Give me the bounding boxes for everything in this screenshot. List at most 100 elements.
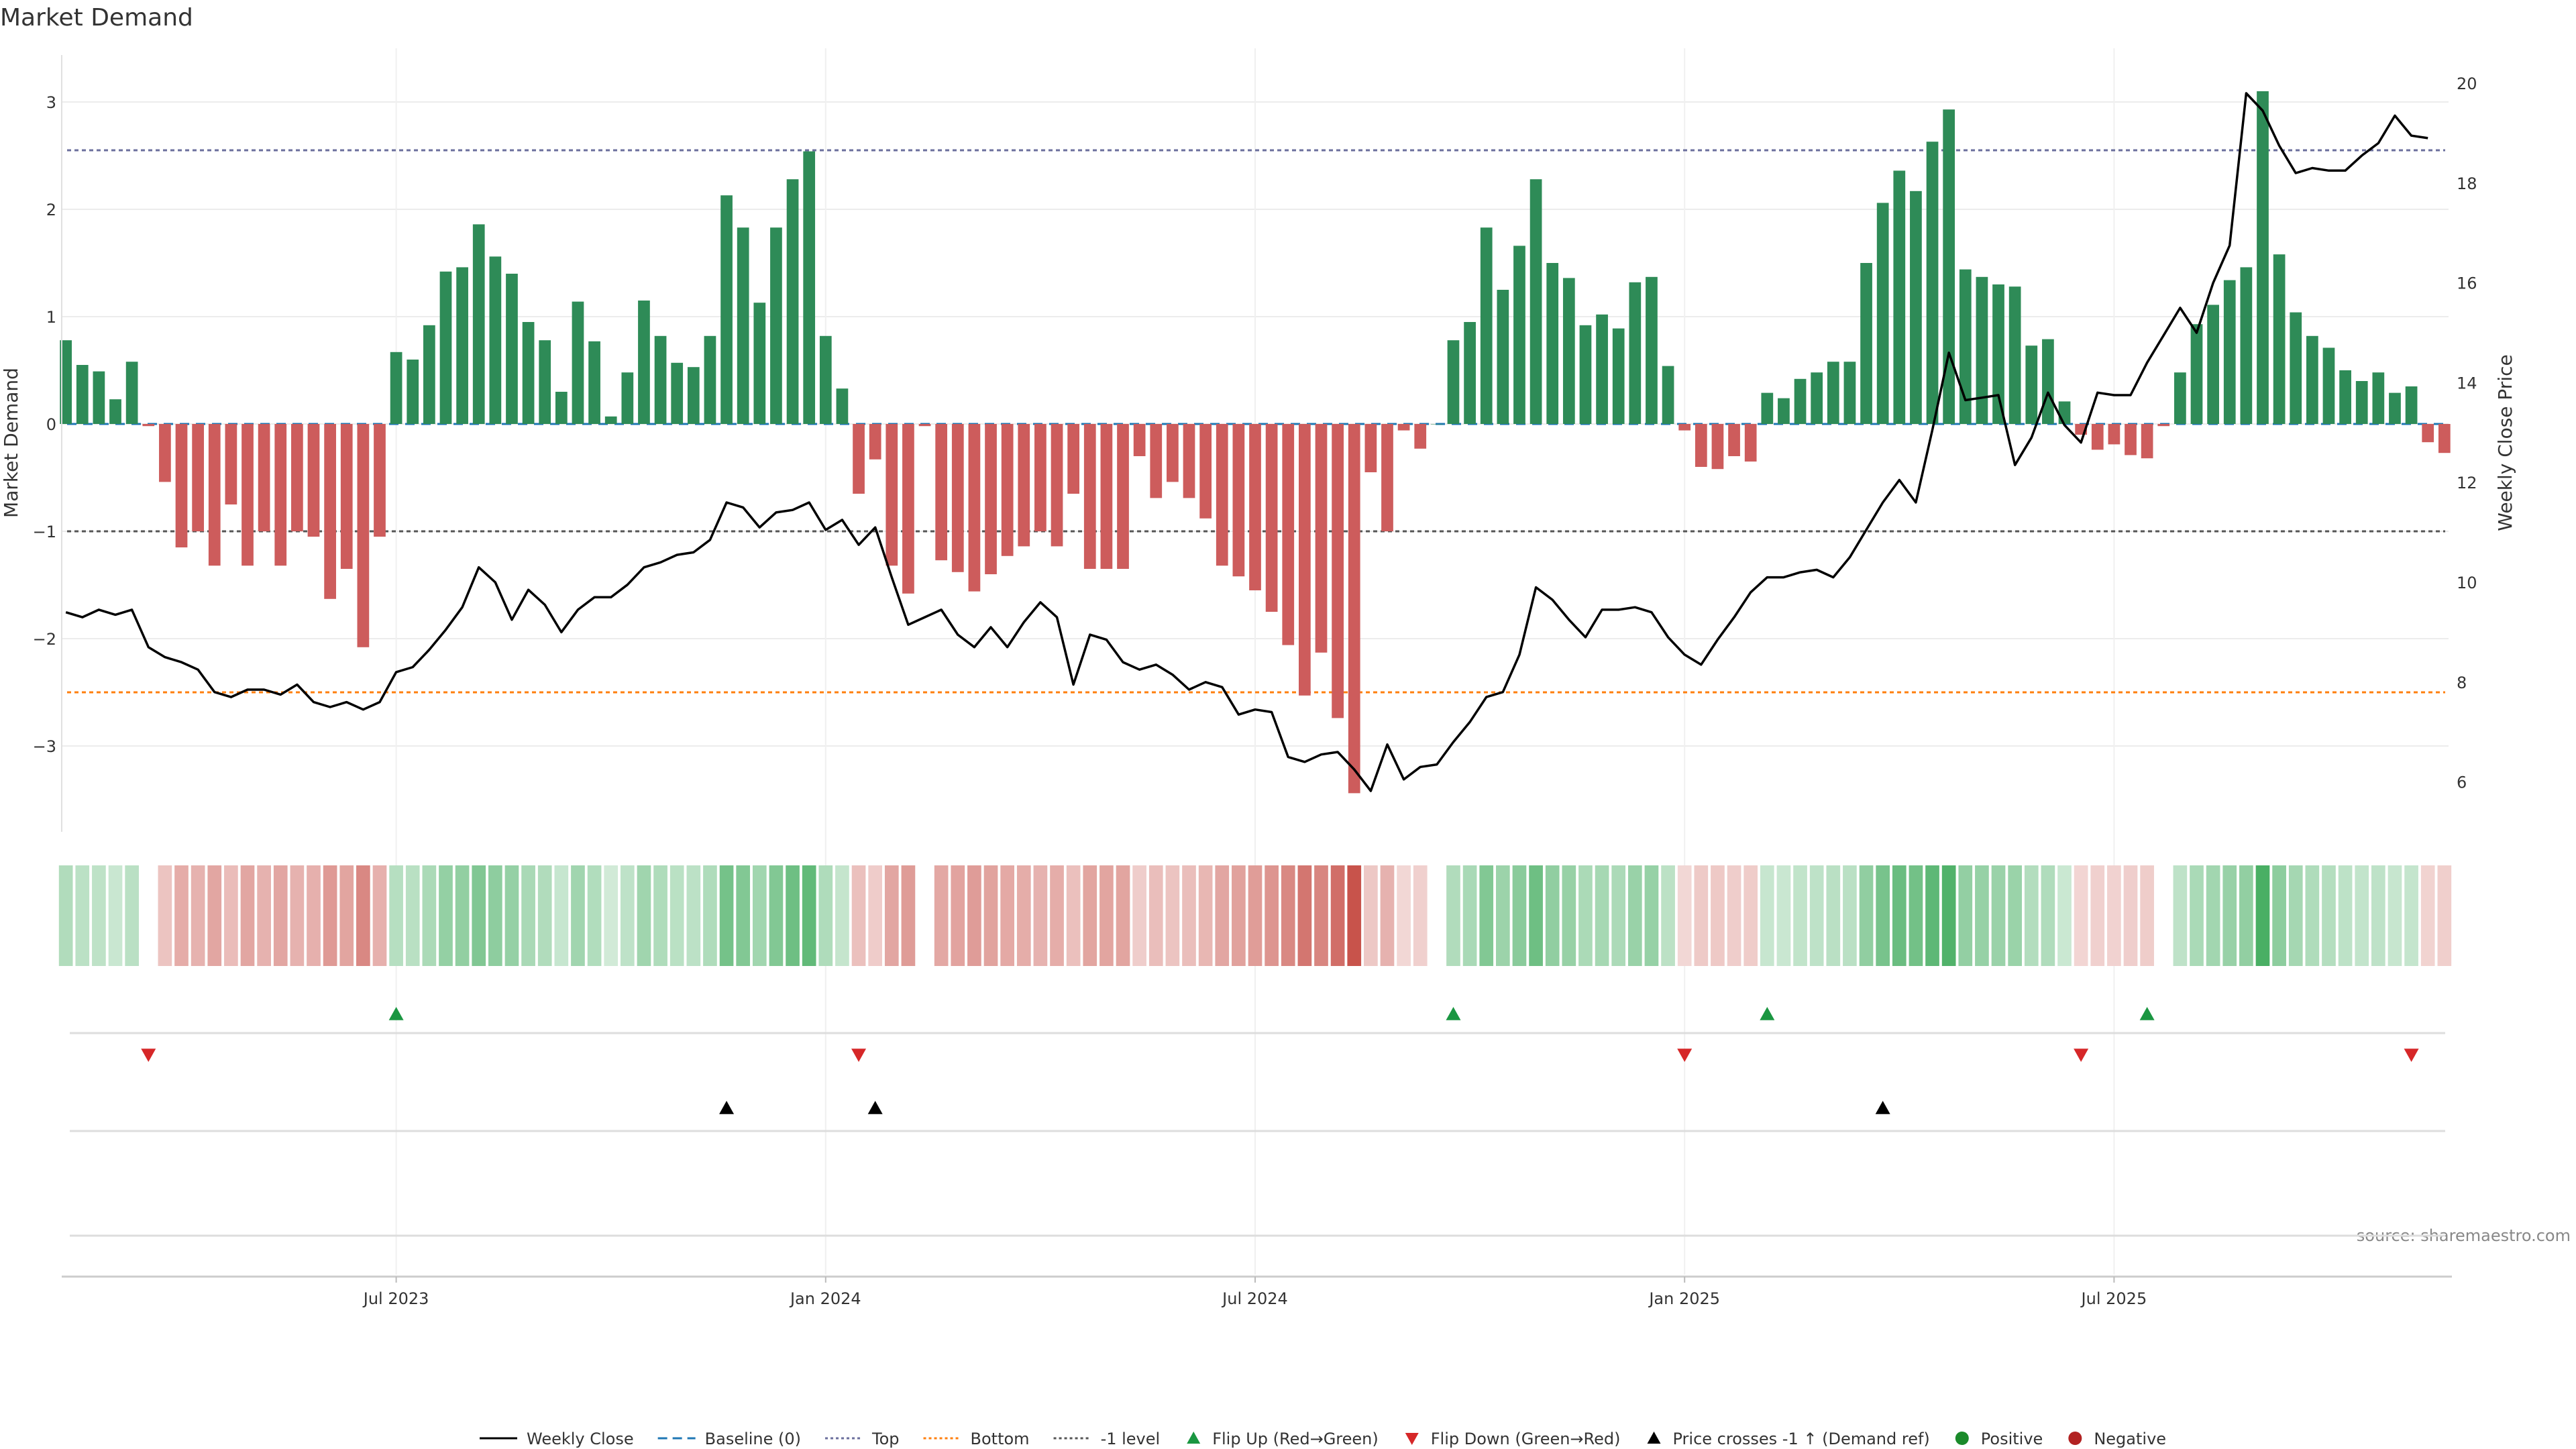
heat-cell: [884, 865, 899, 966]
demand-bar: [1199, 424, 1212, 519]
demand-bar: [1678, 424, 1691, 431]
heat-cell: [207, 865, 222, 966]
demand-bar: [2190, 324, 2203, 424]
demand-bar: [472, 224, 485, 424]
demand-bar: [76, 365, 89, 424]
demand-bar: [374, 424, 386, 537]
demand-bar: [1976, 276, 1988, 424]
heat-cell: [1281, 865, 1295, 966]
heat-cell: [1232, 865, 1246, 966]
demand-bar: [1249, 424, 1261, 590]
heat-cell: [1876, 865, 1890, 966]
heat-cell: [2107, 865, 2121, 966]
heat-cell: [372, 865, 387, 966]
y-tick-label-right: 18: [2457, 174, 2477, 193]
heat-cell: [2123, 865, 2138, 966]
demand-bar: [125, 362, 138, 424]
heat-cell: [174, 865, 189, 966]
demand-bar: [2042, 339, 2054, 424]
heat-cell: [92, 865, 106, 966]
heat-cell: [2288, 865, 2303, 966]
heat-cell: [158, 865, 172, 966]
y-tick-label-left: 3: [46, 93, 56, 112]
heat-cell: [537, 865, 552, 966]
demand-bar: [1827, 362, 1839, 424]
demand-bar: [1992, 284, 2004, 424]
heat-cell: [1512, 865, 1527, 966]
heat-cell: [1644, 865, 1659, 966]
demand-bar: [258, 424, 270, 531]
heat-cell: [2387, 865, 2402, 966]
heat-cell: [1627, 865, 1642, 966]
heat-cell: [835, 865, 849, 966]
chart-legend: Weekly Close Baseline (0) Top Bottom -1 leve…: [480, 1430, 2166, 1448]
demand-bar: [522, 322, 535, 424]
heat-cell: [2190, 865, 2204, 966]
heat-cell: [521, 865, 535, 966]
heat-cell: [504, 865, 519, 966]
x-tick-label: Jul 2023: [362, 1289, 429, 1308]
heat-cell: [1694, 865, 1709, 966]
legend-item: Bottom: [923, 1430, 1030, 1448]
heat-cell: [1314, 865, 1328, 966]
legend-label: Flip Down (Green→Red): [1431, 1430, 1621, 1448]
heat-cell: [405, 865, 420, 966]
heat-cell: [1182, 865, 1196, 966]
demand-bar: [2438, 424, 2451, 453]
heat-cell: [1000, 865, 1014, 966]
y-tick-label-left: 1: [46, 308, 56, 327]
demand-bar: [506, 274, 518, 424]
heat-cell: [1066, 865, 1081, 966]
x-tick-label: Jan 2024: [789, 1289, 861, 1308]
legend-label: -1 level: [1101, 1430, 1161, 1448]
demand-bar: [1167, 424, 1179, 482]
heat-cell: [1809, 865, 1824, 966]
demand-bar: [1579, 325, 1592, 424]
heat-cell: [1215, 865, 1230, 966]
heat-cell: [2371, 865, 2385, 966]
heat-cell: [951, 865, 965, 966]
x-tick-label: Jan 2025: [1648, 1289, 1720, 1308]
demand-bar: [720, 195, 733, 424]
demand-bar: [853, 424, 865, 494]
y-tick-label-left: −3: [33, 737, 56, 756]
heat-cell: [290, 865, 305, 966]
heat-cell: [2024, 865, 2039, 966]
demand-bar: [951, 424, 964, 572]
demand-bar: [1596, 314, 1608, 424]
heat-cell: [719, 865, 734, 966]
heat-cell: [1446, 865, 1460, 966]
demand-bar: [1447, 340, 1460, 424]
heat-cell: [1793, 865, 1807, 966]
heat-cell: [2322, 865, 2336, 966]
legend-swatch: [1187, 1432, 1201, 1444]
legend-label: Positive: [1981, 1430, 2043, 1448]
heat-cell: [1148, 865, 1163, 966]
demand-bar: [1480, 227, 1493, 424]
demand-bar: [423, 325, 435, 424]
heat-cell: [455, 865, 470, 966]
heat-cell: [2355, 865, 2369, 966]
heat-cell: [1413, 865, 1428, 966]
heat-cell: [901, 865, 916, 966]
heat-cell: [802, 865, 816, 966]
legend-item: Positive: [1955, 1430, 2043, 1448]
demand-bar: [1067, 424, 1080, 494]
heat-cell: [1479, 865, 1494, 966]
heat-cell: [669, 865, 684, 966]
heat-cell: [786, 865, 800, 966]
heat-cell: [1529, 865, 1543, 966]
heat-cell: [2222, 865, 2237, 966]
heat-cell: [1462, 865, 1477, 966]
heat-cell: [1941, 865, 1956, 966]
heat-cell: [1743, 865, 1758, 966]
legend-item: -1 level: [1053, 1430, 1161, 1448]
demand-bar: [836, 388, 849, 424]
legend-swatch: [1955, 1432, 1969, 1445]
heat-cell: [240, 865, 255, 966]
demand-bar: [1695, 424, 1707, 467]
heat-cell: [752, 865, 767, 966]
y-tick-label-left: −1: [33, 523, 56, 541]
y-tick-label-right: 10: [2457, 574, 2477, 592]
